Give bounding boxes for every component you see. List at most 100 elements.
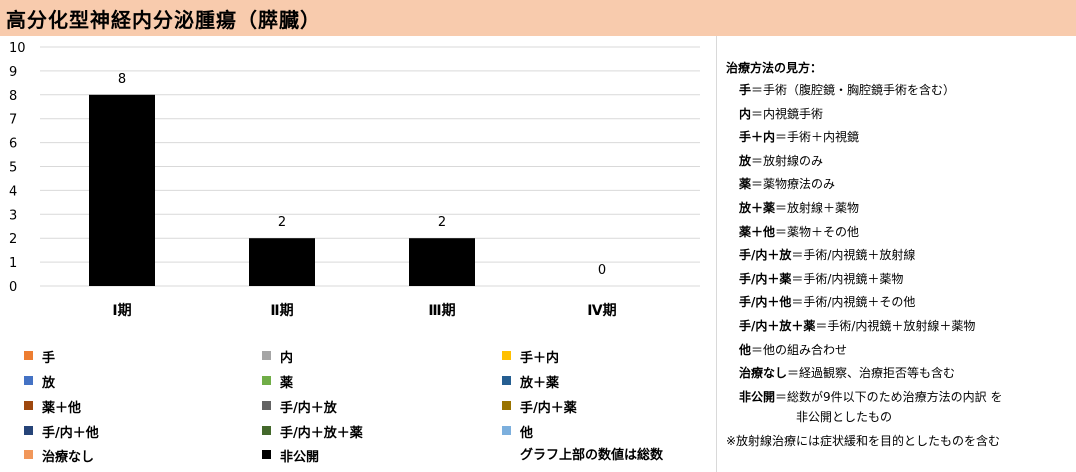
note-row: 薬＝薬物療法のみ xyxy=(739,175,835,192)
legend-swatch xyxy=(262,401,271,410)
note-key: 治療なし xyxy=(739,366,788,381)
y-tick-label: 2 xyxy=(9,232,17,247)
legend-label: 治療なし xyxy=(42,450,95,465)
y-tick-label: 10 xyxy=(9,41,26,56)
note-desc: ＝手術/内視鏡＋薬物 xyxy=(791,271,904,286)
y-tick-label: 1 xyxy=(9,256,17,271)
note-row: 手/内＋放＋薬＝手術/内視鏡＋放射線＋薬物 xyxy=(739,317,975,334)
note-key: 内 xyxy=(739,106,752,121)
legend-swatch xyxy=(502,401,511,410)
note-desc: ＝手術/内視鏡＋その他 xyxy=(791,295,916,310)
bar xyxy=(409,238,475,286)
legend-label: 薬＋他 xyxy=(42,401,82,416)
note-desc: ＝手術/内視鏡＋放射線＋薬物 xyxy=(815,319,976,333)
x-tick-label: Ⅱ期 xyxy=(270,303,293,319)
note-desc: ＝総数が9件以下のため治療方法の内訳 を xyxy=(775,389,1003,404)
note-desc: ＝薬物＋その他 xyxy=(775,224,860,239)
legend-swatch xyxy=(24,376,33,385)
legend-swatch xyxy=(262,376,271,385)
legend-swatch xyxy=(262,426,271,435)
note-key: 手＋内 xyxy=(739,130,776,145)
note-key: 手/内＋他 xyxy=(739,295,792,310)
note-row: 手＝手術（腹腔鏡・胸腔鏡手術を含む） xyxy=(739,81,955,98)
note-desc: ＝薬物療法のみ xyxy=(751,177,836,192)
title-bar: 高分化型神経内分泌腫瘍（膵臓） xyxy=(0,0,1076,36)
y-tick-label: 5 xyxy=(9,161,17,176)
y-tick-label: 0 xyxy=(9,280,17,295)
bar-chart: 0 1 2 3 4 5 6 7 8 9 10 8 Ⅰ期 2 Ⅱ期 2 Ⅲ期 0 Ⅳ期 xyxy=(9,41,700,319)
note-desc: ＝手術＋内視鏡 xyxy=(775,130,860,145)
legend-swatch xyxy=(24,401,33,410)
y-tick-label: 3 xyxy=(9,208,17,223)
note-key: 手/内＋薬 xyxy=(739,271,792,286)
note-row: 放＋薬＝放射線＋薬物 xyxy=(739,199,859,216)
treatment-notes-panel: 治療方法の見方： 手＝手術（腹腔鏡・胸腔鏡手術を含む） 内＝内視鏡手術 手＋内＝手術… xyxy=(716,36,1076,472)
legend-swatch xyxy=(502,426,511,435)
y-tick-label: 8 xyxy=(9,89,17,104)
note-row: 手＋内＝手術＋内視鏡 xyxy=(739,128,859,145)
legend-label: 手/内＋放＋薬 xyxy=(280,426,363,441)
y-tick-label: 4 xyxy=(9,184,17,199)
note-key: 非公開 xyxy=(739,389,776,404)
note-row: 薬＋他＝薬物＋その他 xyxy=(739,223,859,240)
legend-label: 放＋薬 xyxy=(520,376,560,391)
legend-label: 放 xyxy=(42,376,56,391)
note-row: 治療なし＝経過観察、治療拒否等も含む xyxy=(739,364,955,381)
note-desc: ＝他の組み合わせ xyxy=(751,342,848,357)
bar-value-label: 2 xyxy=(438,215,446,230)
chart-area: 0 1 2 3 4 5 6 7 8 9 10 8 Ⅰ期 2 Ⅱ期 2 Ⅲ期 0 Ⅳ期 手内手＋内放薬放＋薬 薬＋他 手/… xyxy=(0,36,716,472)
note-row: 手/内＋他＝手術/内視鏡＋その他 xyxy=(739,293,915,310)
bar-value-label: 8 xyxy=(118,72,126,87)
bar-value-label: 0 xyxy=(598,263,606,278)
bar-value-label: 2 xyxy=(278,215,286,230)
legend-swatch xyxy=(502,351,511,360)
note-desc: ＝手術/内視鏡＋放射線 xyxy=(791,248,916,263)
legend-label: 薬 xyxy=(280,376,294,391)
legend-swatch xyxy=(24,426,33,435)
legend-label: 手/内＋他 xyxy=(42,426,99,441)
note-key: 放＋薬 xyxy=(739,201,776,215)
note-row: 放＝放射線のみ xyxy=(739,152,823,169)
note-key: 手 xyxy=(739,83,752,97)
note-row: 手/内＋薬＝手術/内視鏡＋薬物 xyxy=(739,270,903,287)
note-row: 非公開＝総数が9件以下のため治療方法の内訳 を xyxy=(739,388,1002,405)
legend-swatch xyxy=(262,450,271,459)
x-tick-label: Ⅲ期 xyxy=(428,303,455,319)
note-key: 放 xyxy=(739,153,752,168)
notes-footnote: ※放射線治療には症状緩和を目的としたものを含む xyxy=(726,434,1001,448)
legend-label: 手/内＋薬 xyxy=(520,401,577,416)
legend-label: 手/内＋放 xyxy=(280,401,337,416)
legend-label: 手 xyxy=(42,351,56,366)
legend-note: グラフ上部の数値は総数 xyxy=(520,448,664,463)
legend-swatch xyxy=(24,450,33,459)
note-key: 薬 xyxy=(739,177,752,192)
legend-swatch xyxy=(24,351,33,360)
note-desc: ＝放射線＋薬物 xyxy=(775,201,860,215)
y-tick-label: 7 xyxy=(9,113,17,128)
note-key: 薬＋他 xyxy=(739,224,776,239)
note-key: 他 xyxy=(739,342,752,357)
note-row: 内＝内視鏡手術 xyxy=(739,105,823,122)
note-desc: ＝経過観察、治療拒否等も含む xyxy=(787,366,956,381)
bar xyxy=(89,94,155,286)
bar xyxy=(249,238,315,286)
legend-swatch xyxy=(502,376,511,385)
notes-heading: 治療方法の見方： xyxy=(726,61,823,75)
legend-swatch xyxy=(262,351,271,360)
notes-continuation: 非公開としたもの xyxy=(796,410,893,424)
note-row: 手/内＋放＝手術/内視鏡＋放射線 xyxy=(739,246,915,263)
note-desc: ＝手術（腹腔鏡・胸腔鏡手術を含む） xyxy=(751,83,956,97)
y-tick-label: 9 xyxy=(9,65,17,80)
note-desc: ＝内視鏡手術 xyxy=(751,106,824,121)
note-row: 他＝他の組み合わせ xyxy=(739,341,847,358)
x-tick-label: Ⅳ期 xyxy=(587,303,616,319)
legend-label: 他 xyxy=(520,426,534,441)
y-tick-label: 6 xyxy=(9,137,17,152)
legend-label: 内 xyxy=(280,351,294,366)
note-key: 手/内＋放＋薬 xyxy=(739,319,816,333)
legend-label: 手＋内 xyxy=(520,351,560,366)
note-desc: ＝放射線のみ xyxy=(751,153,824,168)
legend-label: 非公開 xyxy=(280,450,320,465)
x-tick-label: Ⅰ期 xyxy=(112,303,131,319)
note-key: 手/内＋放 xyxy=(739,248,792,263)
